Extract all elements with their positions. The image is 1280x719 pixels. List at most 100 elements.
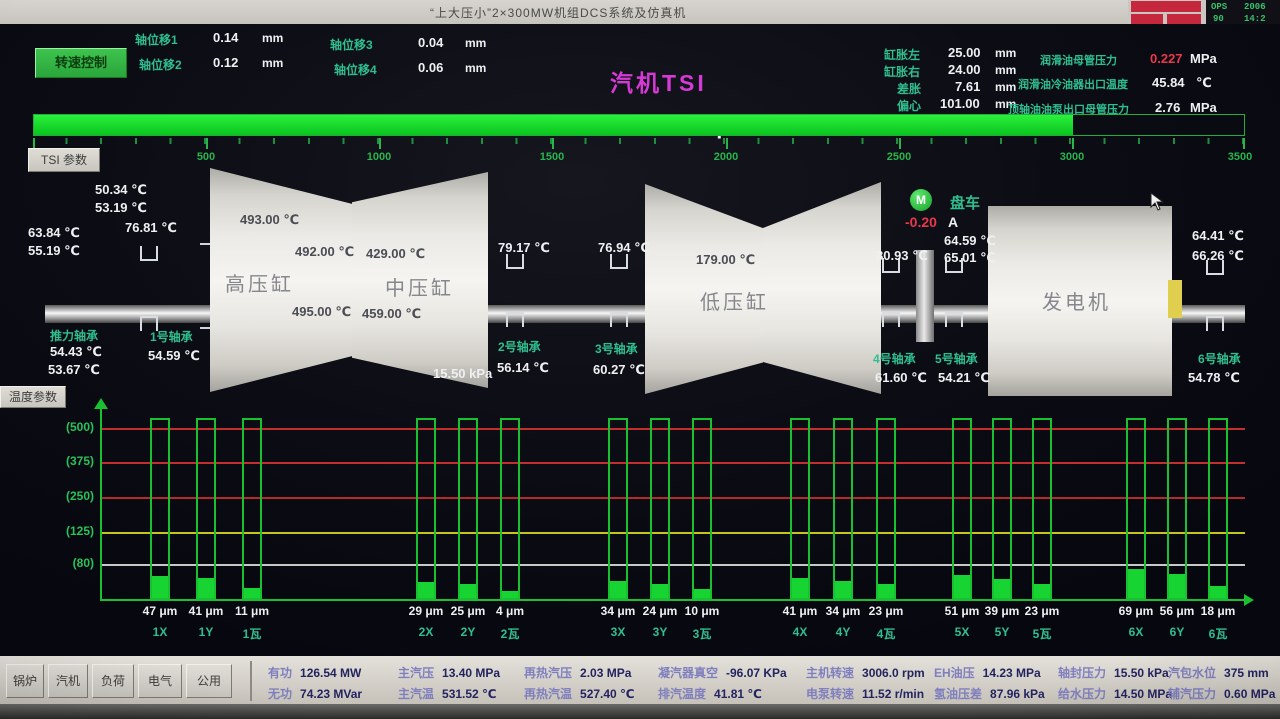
bearing-bracket-icon (1206, 316, 1224, 331)
nav-button-load[interactable]: 负荷 (92, 664, 134, 698)
vib-bar-6W (1208, 418, 1228, 600)
axial-disp-3-label: 轴位移3 (330, 38, 373, 52)
jacking-oil-press-label: 顶轴油油泵出口母管压力 (1008, 104, 1129, 116)
tick-label-3000: 3000 (1059, 151, 1085, 163)
vib-value-3X: 34 μm (600, 604, 636, 618)
temp-params-button[interactable]: 温度参数 (0, 386, 66, 408)
status-h2-oil-diff-press: 氢油压差 87.96 kPa (934, 687, 1045, 701)
nav-button-common[interactable]: 公用 (186, 664, 232, 698)
bearing-bracket-icon (506, 254, 524, 269)
temp-left-a: 50.34 ℃ (95, 182, 147, 197)
vib-value-2X: 29 μm (408, 604, 444, 618)
lube-oil-press-value: 0.227 (1150, 51, 1183, 66)
vib-value-4W: 23 μm (868, 604, 904, 618)
bearing-2-label: 2号轴承 (498, 340, 541, 354)
generator-temp-b: 66.26 ℃ (1192, 248, 1244, 263)
status-reheat-temp: 再热汽温 527.40 ℃ (524, 687, 635, 701)
vib-value-4Y: 34 μm (825, 604, 861, 618)
bearing-6-temp: 54.78 ℃ (1188, 370, 1240, 385)
generator-shape (988, 206, 1172, 396)
vib-name-3Y: 3Y (652, 625, 668, 639)
bearing-bracket-icon (945, 312, 963, 327)
lp-cylinder-shape-right (763, 182, 881, 394)
generator-coupling-yellow (1168, 280, 1182, 318)
vib-name-3W: 3瓦 (692, 627, 712, 641)
vib-name-5X: 5X (954, 625, 970, 639)
bearing-bracket-icon (610, 254, 628, 269)
axial-disp-3-unit: mm (465, 36, 487, 50)
speed-control-button[interactable]: 转速控制 (35, 48, 127, 78)
cooler-outlet-temp-value: 45.84 (1152, 75, 1185, 90)
axial-disp-2-label: 轴位移2 (139, 58, 182, 72)
vib-bar-3X (608, 418, 628, 600)
vib-bar-6X (1126, 418, 1146, 600)
exp-left-label: 缸胀左 (884, 48, 921, 62)
window-title: “上大压小”2×300MW机组DCS系统及仿真机 (430, 6, 687, 20)
tick-label-2000: 2000 (713, 151, 739, 163)
bearing-bracket-icon (506, 312, 524, 327)
vib-value-4X: 41 μm (782, 604, 818, 618)
exp-right-unit: mm (995, 63, 1017, 77)
status-aux-steam-press: 辅汽压力 0.60 MPa (1168, 687, 1276, 701)
bearing-bracket-icon (945, 258, 963, 273)
temp-left-d: 55.19 ℃ (28, 243, 80, 258)
status-active-power: 有功 126.54 MW (268, 666, 362, 680)
vib-name-6X: 6X (1128, 625, 1144, 639)
desk-edge (0, 704, 1280, 719)
vib-name-1Y: 1Y (198, 625, 214, 639)
turning-gear-motor-icon: M (910, 189, 932, 211)
vib-value-2W: 4 μm (495, 604, 525, 618)
thrust-bearing-label: 推力轴承 (50, 329, 99, 343)
diff-exp-label: 差胀 (897, 82, 922, 96)
vib-bar-1W (242, 418, 262, 600)
turning-gear-current-unit: A (948, 214, 959, 230)
ref-line-80 (102, 564, 1245, 566)
x-axis-arrow-icon (1244, 594, 1254, 606)
lp-cylinder-label: 低压缸 (700, 292, 769, 314)
nav-button-turbine[interactable]: 汽机 (48, 664, 88, 698)
y-tick-375: (375) (65, 454, 94, 468)
diff-exp-unit: mm (995, 80, 1017, 94)
tick (33, 138, 35, 149)
chart-y-axis (100, 408, 102, 600)
axial-disp-1-unit: mm (262, 31, 284, 45)
bearing-bracket-icon (882, 312, 900, 327)
ops-node: 90 (1213, 14, 1224, 24)
vib-value-6W: 18 μm (1200, 604, 1236, 618)
vib-name-5Y: 5Y (994, 625, 1010, 639)
vib-bar-4W (876, 418, 896, 600)
bearing-45-top-temp: 80.93 ℃ (876, 248, 928, 263)
vib-value-1X: 47 μm (142, 604, 178, 618)
nav-button-electrical[interactable]: 电气 (138, 664, 182, 698)
tick (899, 138, 901, 149)
vib-bar-2W (500, 418, 520, 600)
speed-bar-fill (34, 115, 1074, 135)
vib-value-6Y: 56 μm (1159, 604, 1195, 618)
vib-bar-1X (150, 418, 170, 600)
hmi-screen: 轴位移1 0.14 mm 轴位移2 0.12 mm 轴位移3 0.04 mm 轴… (0, 24, 1280, 656)
nav-button-boiler[interactable]: 锅炉 (6, 664, 44, 698)
status-main-steam-temp: 主汽温 531.52 ℃ (398, 687, 497, 701)
turning-gear-current: -0.20 (905, 214, 937, 230)
bearing-bracket-icon (610, 312, 628, 327)
turning-gear-label: 盘车 (950, 195, 981, 212)
vib-value-2Y: 25 μm (450, 604, 486, 618)
bearing-4-label: 4号轴承 (873, 352, 916, 366)
vib-name-6W: 6瓦 (1208, 627, 1228, 641)
bearing-6-label: 6号轴承 (1198, 352, 1241, 366)
axial-disp-2-unit: mm (262, 56, 284, 70)
jacking-oil-press-value: 2.76 (1155, 100, 1181, 115)
alarm-brick-icon[interactable] (1128, 0, 1206, 26)
diff-exp-value: 7.61 (955, 79, 981, 94)
status-drum-level: 汽包水位 375 mm (1168, 666, 1269, 680)
vib-name-1W: 1瓦 (242, 627, 262, 641)
tsi-params-button[interactable]: TSI 参数 (28, 148, 100, 172)
chart-x-axis (100, 599, 1246, 601)
vib-name-4Y: 4Y (835, 625, 851, 639)
bearing-2-top-temp: 79.17 ℃ (498, 240, 550, 255)
mouse-cursor (1150, 192, 1165, 211)
y-tick-500: (500) (65, 420, 94, 434)
ip-temp-bot: 459.00 ℃ (362, 306, 422, 321)
vib-bar-5Y (992, 418, 1012, 600)
